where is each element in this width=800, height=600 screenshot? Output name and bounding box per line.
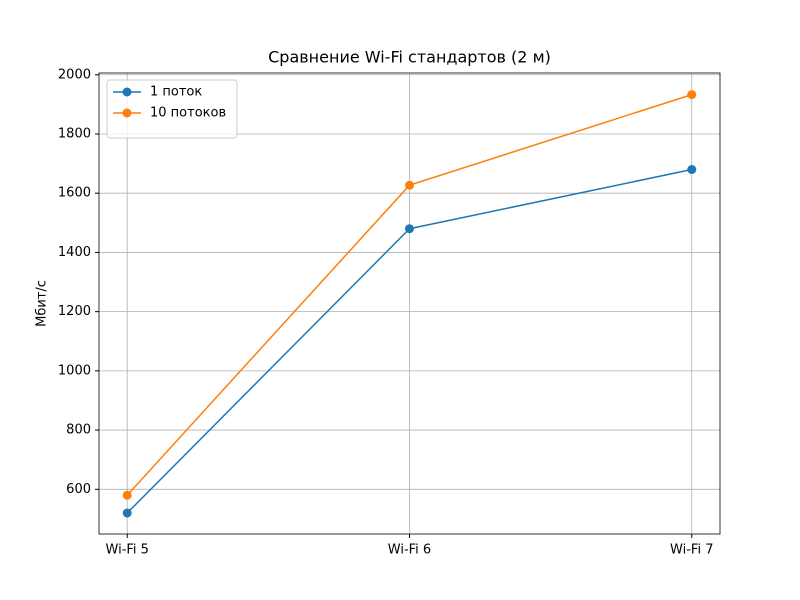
chart-title: Сравнение Wi-Fi стандартов (2 м): [268, 48, 551, 67]
data-point: [405, 180, 414, 190]
grid: [99, 73, 720, 534]
legend-label: 10 потоков: [150, 106, 226, 121]
y-tick-label: 800: [66, 423, 91, 438]
data-point: [687, 165, 697, 175]
legend-marker: [122, 108, 132, 118]
y-tick-label: 2000: [58, 67, 91, 82]
y-tick-label: 1600: [58, 186, 91, 201]
y-tick-label: 1400: [58, 245, 91, 260]
x-tick-label: Wi-Fi 6: [388, 543, 431, 558]
data-point: [405, 224, 414, 234]
legend-box: [106, 79, 238, 139]
data-point: [122, 508, 132, 518]
y-tick-label: 600: [66, 482, 91, 497]
y-tick-label: 1200: [58, 304, 91, 319]
legend-label: 1 поток: [150, 85, 202, 100]
data-point: [122, 490, 132, 500]
plot-frame: [98, 72, 721, 535]
legend-marker: [122, 87, 132, 97]
x-tick-label: Wi-Fi 5: [106, 543, 149, 558]
data-point: [687, 90, 697, 100]
y-tick-label: 1800: [58, 126, 91, 141]
x-tick-label: Wi-Fi 7: [670, 543, 713, 558]
y-axis-label: Мбит/с: [35, 280, 50, 327]
y-tick-label: 1000: [58, 363, 91, 378]
